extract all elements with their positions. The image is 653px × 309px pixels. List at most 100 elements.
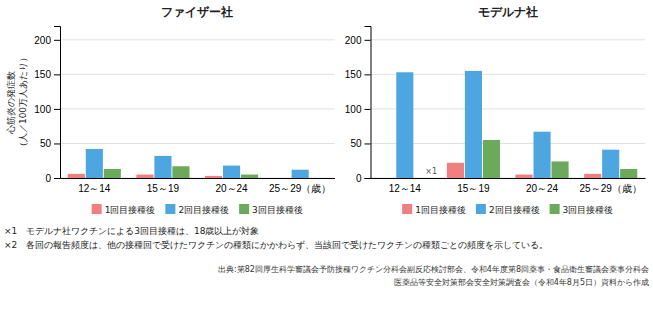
y-tick: 200 (34, 35, 60, 46)
tick-mark (54, 109, 60, 110)
legend-swatch (165, 204, 175, 214)
bar (483, 140, 500, 178)
x-tick: 12～14 (389, 183, 422, 194)
legend-label: 2回目接種後 (489, 205, 540, 215)
tick-mark (54, 178, 60, 179)
bar (241, 175, 258, 178)
bars (68, 149, 309, 178)
x-axis: 12～14 15～19 20～24 25～29（歳） (371, 179, 646, 195)
y-axis-title: （人／100万人あたり） (18, 53, 28, 151)
y-tick: 0 (45, 173, 60, 184)
bar-series (483, 140, 637, 178)
footnote: ×2 各回の報告頻度は、他の接種回で受けたワクチンの種類にかかわらず、当該回で受… (4, 240, 548, 250)
grid (371, 40, 646, 178)
bar (205, 176, 222, 178)
x-tick: 25～29（歳） (580, 183, 642, 194)
panel: 0 50 100 150 200 12～14 15～19 20～24 25～29（歳） モデルナ社… (345, 5, 646, 194)
tick-mark (365, 74, 371, 75)
y-axis: 0 50 100 150 200 (34, 27, 60, 184)
bar (602, 150, 619, 178)
bar (584, 174, 601, 178)
grid-line (371, 39, 646, 40)
legend: 1回目接種後 2回目接種後 3回目接種後 (402, 204, 613, 215)
legend-label: 1回目接種後 (105, 205, 156, 215)
bar (620, 169, 637, 178)
chart-title: モデルナ社 (478, 5, 538, 19)
x-tick: 20～24 (526, 183, 559, 194)
tick-label: 15～19 (457, 183, 490, 194)
legend-label: 1回目接種後 (415, 205, 466, 215)
tick-label: 12～14 (78, 183, 111, 194)
bar (552, 161, 569, 178)
tick-label: 150 (345, 69, 362, 80)
tick-label: 25～29（歳） (580, 183, 642, 194)
bar (68, 174, 85, 178)
bar (396, 72, 413, 178)
y-tick: 0 (356, 173, 371, 184)
axis-line (371, 178, 646, 179)
tick-mark (365, 143, 371, 144)
x-tick: 20～24 (215, 183, 248, 194)
tick-mark (365, 178, 371, 179)
tick-label: 150 (34, 69, 51, 80)
x-tick: 25～29（歳） (269, 183, 331, 194)
legend-item: 1回目接種後 (402, 204, 466, 215)
chart-title: ファイザー社 (161, 5, 233, 19)
bar-series (104, 166, 258, 178)
bar (172, 166, 189, 178)
y-tick: 50 (40, 138, 60, 149)
x-axis: 12～14 15～19 20～24 25～29（歳） (61, 179, 336, 195)
bar (154, 156, 171, 178)
y-axis-title: 心筋炎の発症数 (6, 71, 16, 135)
bar (274, 178, 291, 179)
bar (465, 71, 482, 178)
tick-label: 0 (356, 173, 362, 184)
legend-item: 2回目接種後 (476, 204, 540, 215)
tick-label: 20～24 (215, 183, 248, 194)
legend-label: 3回目接種後 (252, 205, 303, 215)
axis-line (365, 27, 372, 179)
tick-label: 25～29（歳） (269, 183, 331, 194)
legend-item: 1回目接種後 (92, 204, 156, 215)
bar (447, 163, 464, 178)
tick-label: 100 (34, 104, 51, 115)
source: 出典:第82回厚生科学審議会予防接種ワクチン分科会副反応検討部会、令和4年度第8… (218, 265, 649, 274)
grid-line (60, 143, 335, 144)
grid-line (60, 74, 335, 75)
tick-label: 0 (45, 173, 51, 184)
x-tick: 15～19 (147, 183, 180, 194)
y-tick: 200 (345, 35, 371, 46)
grid (60, 40, 335, 178)
tick-label: 200 (345, 35, 362, 46)
bars (396, 71, 637, 178)
bar (292, 170, 309, 178)
y-tick: 50 (350, 138, 370, 149)
tick-label: 20～24 (526, 183, 559, 194)
panel: 0 50 100 150 200 12～14 15～19 20～24 25～29（歳） ファイザー… (6, 5, 335, 194)
grid-line (60, 39, 335, 40)
legend-swatch (550, 204, 560, 214)
bar (104, 169, 121, 178)
y-tick: 100 (34, 104, 60, 115)
tick-mark (54, 74, 60, 75)
tick-label: 15～19 (147, 183, 180, 194)
legend-label: 2回目接種後 (178, 205, 229, 215)
legend: 1回目接種後 2回目接種後 3回目接種後 (92, 204, 303, 215)
grid-line (60, 108, 335, 109)
bar-series (86, 149, 309, 178)
tick-label: 50 (40, 138, 52, 149)
x-tick: 15～19 (457, 183, 490, 194)
bar (534, 132, 551, 178)
legend-swatch (402, 204, 412, 214)
tick-label: 50 (350, 138, 362, 149)
tick-label: 100 (345, 104, 362, 115)
legend-label: 3回目接種後 (563, 205, 614, 215)
tick-mark (54, 40, 60, 41)
y-tick: 150 (345, 69, 371, 80)
bar (378, 178, 395, 179)
chart-canvas: 0 50 100 150 200 12～14 15～19 20～24 25～29（歳） ファイザー… (0, 0, 653, 309)
bar (310, 178, 327, 179)
tick-mark (365, 40, 371, 41)
legend-item: 3回目接種後 (550, 204, 614, 215)
legend-swatch (239, 204, 249, 214)
